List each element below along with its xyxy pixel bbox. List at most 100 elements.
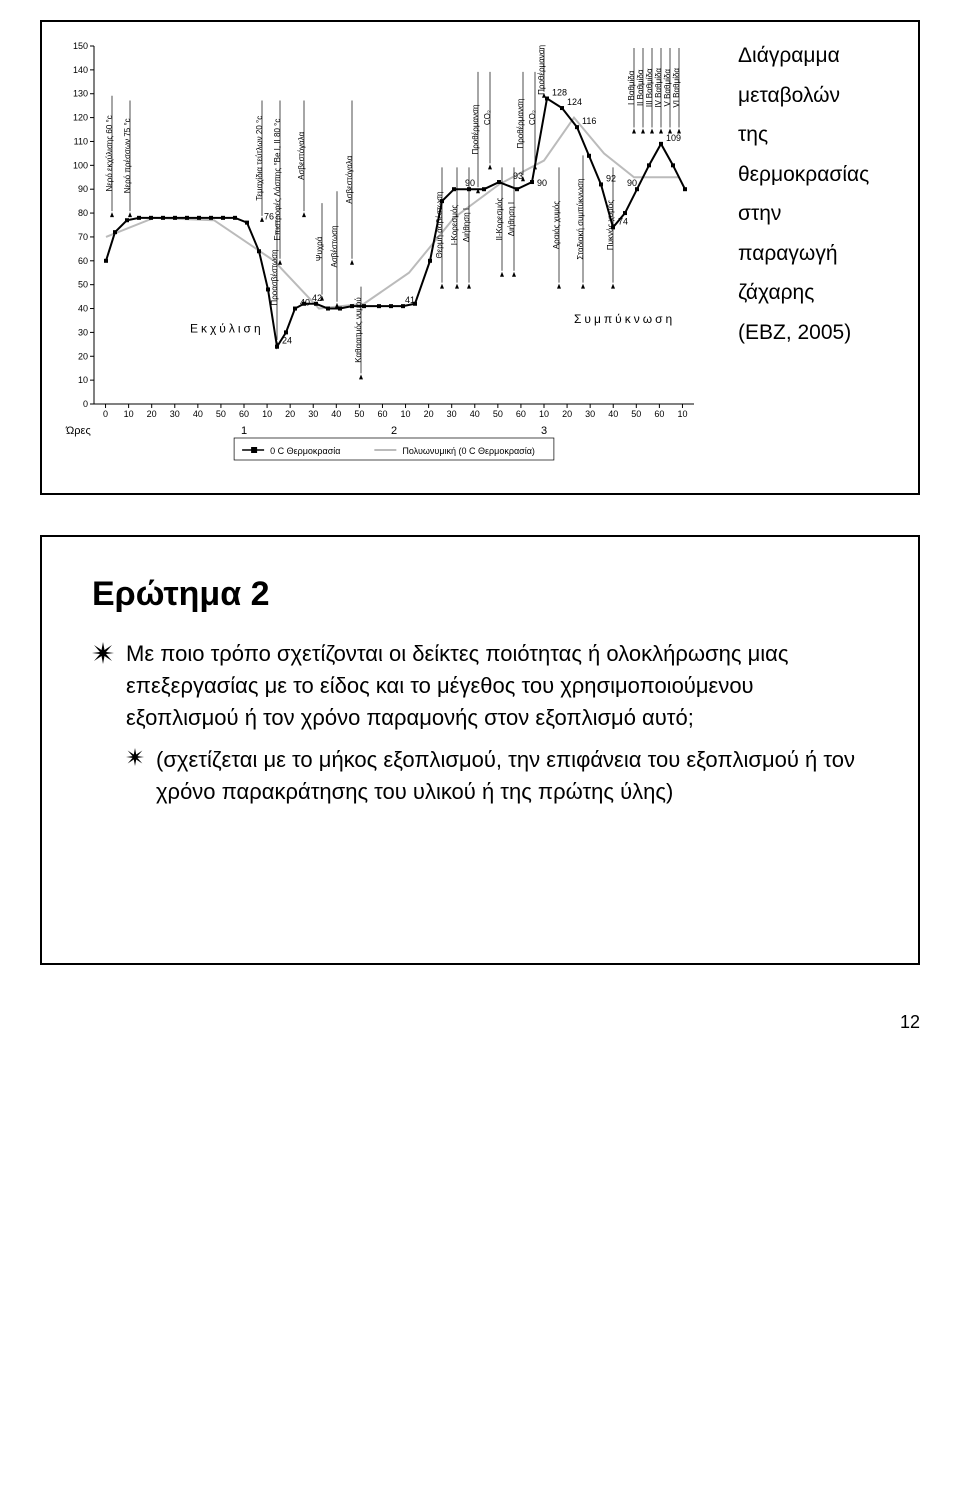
page: 0102030405060708090100110120130140150010…	[0, 0, 960, 1045]
bottom-panel: Ερώτημα 2 Με ποιο τρόπο σχετίζονται οι δ…	[40, 535, 920, 965]
svg-text:10: 10	[262, 409, 272, 419]
panel-shadow	[918, 545, 920, 965]
svg-text:II-Κορεσμός: II-Κορεσμός	[495, 198, 504, 241]
svg-text:10: 10	[539, 409, 549, 419]
svg-text:30: 30	[170, 409, 180, 419]
svg-text:140: 140	[73, 65, 88, 75]
svg-text:40: 40	[331, 409, 341, 419]
svg-text:20: 20	[147, 409, 157, 419]
svg-text:60: 60	[377, 409, 387, 419]
svg-text:70: 70	[78, 232, 88, 242]
svg-text:120: 120	[73, 113, 88, 123]
svg-text:74: 74	[618, 216, 628, 226]
svg-text:Νερό εκχύλισης 60 °c: Νερό εκχύλισης 60 °c	[105, 115, 114, 191]
svg-text:Ασβεστόγαλα: Ασβεστόγαλα	[297, 131, 306, 179]
svg-text:20: 20	[78, 351, 88, 361]
svg-text:60: 60	[78, 256, 88, 266]
svg-text:93: 93	[513, 171, 523, 181]
svg-text:128: 128	[552, 88, 567, 98]
sub-bullet-row: (σχετίζεται με το μήκος εξοπλισμού, την …	[92, 744, 868, 808]
svg-text:V Βαθμίδα: V Βαθμίδα	[663, 69, 672, 107]
svg-text:Θερμή ασβέστωση: Θερμή ασβέστωση	[435, 192, 444, 259]
svg-text:150: 150	[73, 41, 88, 51]
svg-text:92: 92	[606, 173, 616, 183]
svg-text:10: 10	[78, 375, 88, 385]
svg-text:20: 20	[424, 409, 434, 419]
svg-text:Εκχύλιση: Εκχύλιση	[190, 321, 264, 335]
svg-text:Σταδιακή συμπύκνωση: Σταδιακή συμπύκνωση	[576, 178, 585, 259]
svg-text:Καθααιτμός νυμού: Καθααιτμός νυμού	[354, 297, 363, 362]
svg-text:30: 30	[78, 327, 88, 337]
svg-text:40: 40	[78, 304, 88, 314]
svg-text:10: 10	[124, 409, 134, 419]
panel-shadow	[50, 963, 920, 965]
starburst-icon	[126, 748, 144, 771]
svg-text:ΙΙ Βαθμίδα: ΙΙ Βαθμίδα	[636, 69, 645, 106]
svg-text:Προθέρμανση: Προθέρμανση	[537, 45, 546, 95]
page-number: 12	[900, 1012, 920, 1033]
svg-text:Προθέρμανση: Προθέρμανση	[516, 99, 525, 149]
svg-text:80: 80	[78, 208, 88, 218]
svg-text:90: 90	[78, 184, 88, 194]
svg-text:41: 41	[405, 295, 415, 305]
top-panel: 0102030405060708090100110120130140150010…	[40, 20, 920, 495]
svg-text:116: 116	[582, 116, 596, 126]
panel-shadow	[50, 493, 920, 495]
svg-text:30: 30	[585, 409, 595, 419]
svg-text:90: 90	[627, 178, 637, 188]
svg-text:VI Βαθμίδα: VI Βαθμίδα	[672, 68, 681, 108]
svg-text:Επιστροφές Λάσπης °Be I, II 80: Επιστροφές Λάσπης °Be I, II 80 °c	[273, 119, 282, 241]
svg-text:40: 40	[608, 409, 618, 419]
caption-line: μεταβολών	[738, 80, 900, 112]
svg-text:2: 2	[391, 425, 397, 437]
svg-text:50: 50	[78, 280, 88, 290]
svg-text:ΙΙΙ Βαθμίδα: ΙΙΙ Βαθμίδα	[645, 68, 654, 107]
svg-text:1: 1	[241, 425, 247, 437]
svg-text:60: 60	[516, 409, 526, 419]
svg-text:0: 0	[83, 399, 88, 409]
svg-text:Προασβέστωση: Προασβέστωση	[270, 249, 279, 305]
svg-text:Συμπύκνωση: Συμπύκνωση	[574, 312, 675, 326]
svg-text:0 C Θερμοκρασία: 0 C Θερμοκρασία	[270, 446, 340, 456]
svg-text:Νερό πρέσσων 75 °c: Νερό πρέσσων 75 °c	[123, 118, 132, 193]
svg-text:Ι Βαθμίδα: Ι Βαθμίδα	[627, 70, 636, 105]
svg-text:3: 3	[541, 425, 547, 437]
svg-text:40: 40	[470, 409, 480, 419]
caption-line: παραγωγή	[738, 238, 900, 270]
caption-line: Διάγραμμα	[738, 40, 900, 72]
svg-text:Ώρες: Ώρες	[65, 425, 91, 437]
svg-text:110: 110	[74, 136, 88, 146]
svg-text:100: 100	[73, 160, 88, 170]
svg-text:50: 50	[216, 409, 226, 419]
svg-text:60: 60	[239, 409, 249, 419]
svg-text:90: 90	[465, 178, 475, 188]
svg-text:42: 42	[312, 293, 322, 303]
svg-text:30: 30	[447, 409, 457, 419]
caption-line: της	[738, 119, 900, 151]
svg-text:Ασβέστωση: Ασβέστωση	[330, 225, 339, 267]
main-bullet-text: Με ποιο τρόπο σχετίζονται οι δείκτες ποι…	[126, 638, 868, 734]
svg-text:Πυκνός χυμός: Πυκνός χυμός	[606, 200, 615, 250]
sub-bullet-text: (σχετίζεται με το μήκος εξοπλισμού, την …	[156, 744, 868, 808]
svg-text:60: 60	[654, 409, 664, 419]
svg-text:50: 50	[493, 409, 503, 419]
svg-text:I-Κορεσμός: I-Κορεσμός	[450, 205, 459, 246]
question-title: Ερώτημα 2	[92, 575, 868, 614]
temperature-chart: 0102030405060708090100110120130140150010…	[60, 40, 700, 470]
svg-text:Ασβεστόγαλα: Ασβεστόγαλα	[345, 155, 354, 203]
svg-text:Διήθηση Ι: Διήθηση Ι	[507, 202, 516, 236]
svg-text:130: 130	[73, 89, 88, 99]
svg-text:CO₂: CO₂	[483, 110, 492, 125]
svg-text:90: 90	[537, 178, 547, 188]
caption-line: θερμοκρασίας	[738, 159, 900, 191]
svg-text:109: 109	[666, 133, 681, 143]
svg-text:Πολυωνυμική (0 C Θερμοκρασία): Πολυωνυμική (0 C Θερμοκρασία)	[402, 446, 535, 456]
caption-line: στην	[738, 198, 900, 230]
svg-text:50: 50	[354, 409, 364, 419]
chart-container: 0102030405060708090100110120130140150010…	[60, 40, 720, 475]
svg-text:Προθέρμανση: Προθέρμανση	[471, 105, 480, 155]
svg-text:Διήθηση Ι: Διήθηση Ι	[462, 208, 471, 242]
svg-text:20: 20	[562, 409, 572, 419]
chart-caption: Διάγραμμα μεταβολών της θερμοκρασίας στη…	[720, 40, 900, 475]
svg-text:30: 30	[308, 409, 318, 419]
